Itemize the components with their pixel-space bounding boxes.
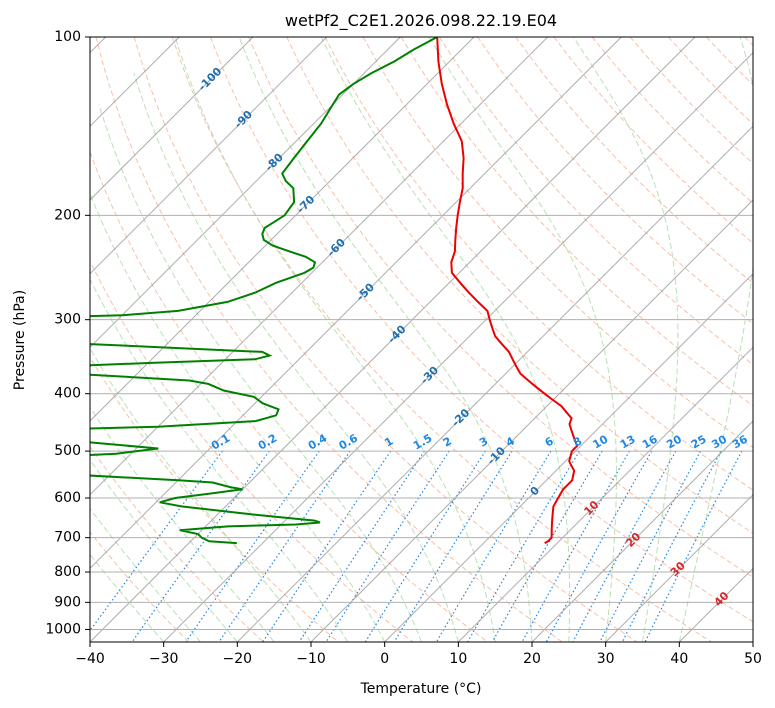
moist-adiabat-line [238, 37, 533, 642]
mixing-ratio-line [621, 450, 722, 642]
mixing-ratio-label: 36 [730, 432, 750, 451]
dry-adiabat-label: 10 [581, 498, 601, 518]
x-tick-label: 50 [744, 651, 762, 667]
y-axis-title: Pressure (hPa) [12, 290, 28, 390]
mixing-ratio-label: 1 [382, 435, 395, 450]
mixing-ratio-label: 8 [571, 435, 584, 450]
mixing-ratio-label: 0.4 [306, 431, 330, 452]
moist-adiabat-line [678, 37, 753, 642]
temperature-profile-line [436, 37, 579, 544]
x-tick-label: 40 [670, 651, 688, 667]
y-tick-label: 200 [54, 207, 81, 223]
moist-adiabat-line [320, 37, 571, 642]
chart-title: wetPf2_C2E1.2026.098.22.19.E04 [285, 11, 557, 31]
isotherm-line [90, 37, 549, 496]
isotherm-line [90, 37, 696, 642]
y-tick-label: 900 [54, 594, 81, 610]
moist-adiabat-line [90, 278, 349, 642]
y-tick-label: 100 [54, 29, 81, 45]
mixing-ratio-line [90, 450, 223, 632]
mixing-ratio-line [325, 450, 450, 642]
dry-adiabat-line [90, 531, 190, 642]
plot-frame [89, 36, 754, 643]
moist-adiabat-line [133, 72, 459, 642]
dry-adiabat-line [744, 37, 753, 47]
isotherm-line [236, 125, 753, 642]
y-tick-label: 800 [54, 564, 81, 580]
isotherm-line [752, 641, 753, 642]
dry-adiabat-line [438, 37, 753, 366]
dry-adiabat-line [324, 37, 753, 491]
isotherm-line [163, 51, 753, 642]
mixing-ratio-label: 2 [441, 435, 454, 450]
mixing-ratio-line [364, 450, 486, 642]
isotherm-line [90, 37, 622, 570]
moist-adiabat-line [428, 37, 617, 642]
mixing-ratio-line [521, 450, 631, 642]
isotherm-line [310, 199, 753, 642]
dry-adiabat-line [248, 37, 753, 578]
isotherm-line [90, 37, 401, 349]
isotherm-line [531, 420, 753, 642]
mixing-ratio-line [298, 450, 425, 642]
x-tick-label: 20 [523, 651, 541, 667]
y-tick-label: 500 [54, 443, 81, 459]
mixing-ratio-line [131, 450, 270, 642]
isotherm-line [90, 37, 328, 275]
moist-adiabat-line [90, 406, 275, 642]
dry-adiabat-line [286, 37, 753, 534]
moist-adiabat-line [90, 459, 238, 642]
dry-adiabat-line [90, 259, 414, 642]
isotherm-line [90, 37, 254, 201]
mixing-ratio-label: 25 [689, 433, 709, 452]
mixing-ratio-label: 30 [709, 432, 729, 451]
isotherm-line [90, 37, 475, 422]
mixing-ratio-label: 3 [477, 435, 490, 450]
isotherm-line [384, 272, 753, 642]
y-tick-label: 300 [54, 312, 81, 328]
mixing-ratio-label: 1.5 [411, 432, 434, 453]
mixing-ratio-label: 10 [591, 432, 611, 451]
mixing-ratio-line [262, 450, 392, 642]
profiles [90, 37, 579, 545]
moist-adiabat-line [90, 192, 386, 642]
isotherm-line [605, 493, 753, 642]
dry-adiabat-line [477, 37, 753, 325]
x-axis-title: Temperature (°C) [360, 681, 482, 697]
dry-adiabat-line [90, 150, 489, 642]
mixing-ratio-label: 20 [664, 432, 684, 451]
x-tick-label: 30 [597, 651, 615, 667]
x-tick-label: −20 [223, 651, 253, 667]
moist-adiabat-line [90, 553, 165, 642]
mixing-ratio-line [644, 450, 743, 642]
x-tick-label: −10 [296, 651, 326, 667]
mixing-ratio-label: 16 [640, 432, 660, 451]
moist-adiabat-line [90, 347, 312, 642]
axes: −40 −30 −20 −10 0 10 20 30 40 50 100 200 300 400 500 60… [45, 29, 762, 667]
isotherm-line [678, 567, 753, 642]
mixing-ratio-line [466, 450, 580, 642]
isotherm-line [457, 346, 753, 642]
dry-adiabat-line [210, 37, 753, 623]
y-tick-label: 600 [54, 490, 81, 506]
x-tick-label: −30 [149, 651, 179, 667]
background-lines [90, 37, 753, 642]
x-tick-label: 0 [380, 651, 389, 667]
moist-adiabat-line [98, 104, 422, 642]
moist-adiabat-line [174, 37, 496, 642]
dry-adiabat-line [171, 37, 713, 642]
dry-adiabat-line [90, 445, 265, 642]
y-tick-label: 400 [54, 386, 81, 402]
moist-adiabat-line [572, 37, 679, 642]
dewpoint-profile-line [90, 37, 438, 545]
y-tick-label: 700 [54, 530, 81, 546]
y-tick-label: 1000 [45, 621, 81, 637]
x-tick-label: −40 [75, 651, 105, 667]
x-tick-label: 10 [449, 651, 467, 667]
mixing-ratio-line [572, 450, 677, 642]
moist-adiabat-line [90, 507, 201, 642]
dry-adiabat-line [133, 37, 638, 642]
